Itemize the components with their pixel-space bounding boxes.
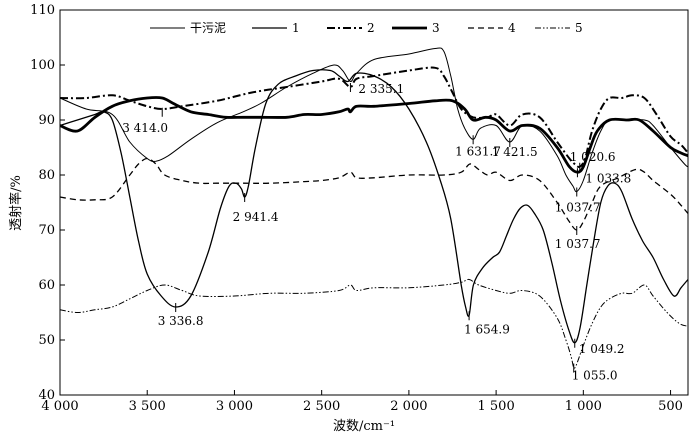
series-line-dry-sludge xyxy=(59,47,689,193)
x-axis-title: 波数/cm⁻¹ xyxy=(333,419,395,434)
axis-ticks: 4 000 3 500 3 000 2 500 2 000 1 500 1 000 500 40… xyxy=(30,3,683,414)
x-tick-label: 1 500 xyxy=(478,399,515,414)
peak-label: 3 336.8 xyxy=(158,314,204,328)
legend-label: 5 xyxy=(575,21,583,35)
y-tick-label: 110 xyxy=(30,3,55,18)
y-tick-label: 50 xyxy=(38,333,55,348)
peak-label: 2 941.4 xyxy=(233,210,279,224)
x-tick-label: 2 500 xyxy=(303,399,340,414)
x-tick-label: 3 000 xyxy=(216,399,253,414)
peak-label: 1 055.0 xyxy=(572,369,618,383)
series-line-4 xyxy=(59,157,689,231)
x-tick-label: 4 000 xyxy=(41,399,78,414)
legend-label: 4 xyxy=(508,21,516,35)
peak-label: 1 421.5 xyxy=(492,145,538,159)
peak-label: 1 631.7 xyxy=(455,144,501,158)
series-layer xyxy=(59,47,689,369)
y-axis-title: 透射率/% xyxy=(8,175,24,231)
x-tick-label: 3 500 xyxy=(129,399,166,414)
plot-frame xyxy=(59,9,689,396)
legend-label: 2 xyxy=(367,21,375,35)
peak-label: 1 037.7 xyxy=(555,237,601,251)
y-tick-label: 60 xyxy=(38,278,55,293)
peak-label: 3 414.0 xyxy=(122,121,168,135)
series-line-2 xyxy=(59,66,689,168)
series-line-1 xyxy=(59,69,689,344)
legend: 干污泥 1 2 3 4 5 xyxy=(150,21,583,35)
peak-label: 1 037.7 xyxy=(555,201,601,215)
y-tick-label: 70 xyxy=(38,223,55,238)
peak-label: 1 033.8 xyxy=(585,171,631,185)
x-tick-label: 2 000 xyxy=(390,399,427,414)
peak-label: 2 335.1 xyxy=(358,82,404,96)
x-tick-label: 500 xyxy=(658,399,683,414)
annotation-layer: 3 414.0 2 335.1 2 941.4 3 336.8 1 631.71 421… xyxy=(122,82,631,383)
peak-label: 1 049.2 xyxy=(579,342,625,356)
legend-label: 1 xyxy=(292,21,300,35)
y-tick-label: 80 xyxy=(38,168,55,183)
peak-label: 1 020.6 xyxy=(570,150,616,164)
legend-label: 3 xyxy=(432,21,440,35)
peak-label: 1 654.9 xyxy=(464,322,510,336)
series-line-3 xyxy=(59,96,689,174)
x-tick-label: 1 000 xyxy=(565,399,602,414)
y-tick-label: 90 xyxy=(38,113,55,128)
y-tick-label: 100 xyxy=(30,58,55,73)
series-line-5 xyxy=(59,278,689,369)
y-tick-label: 40 xyxy=(38,388,55,403)
legend-label: 干污泥 xyxy=(190,21,226,35)
